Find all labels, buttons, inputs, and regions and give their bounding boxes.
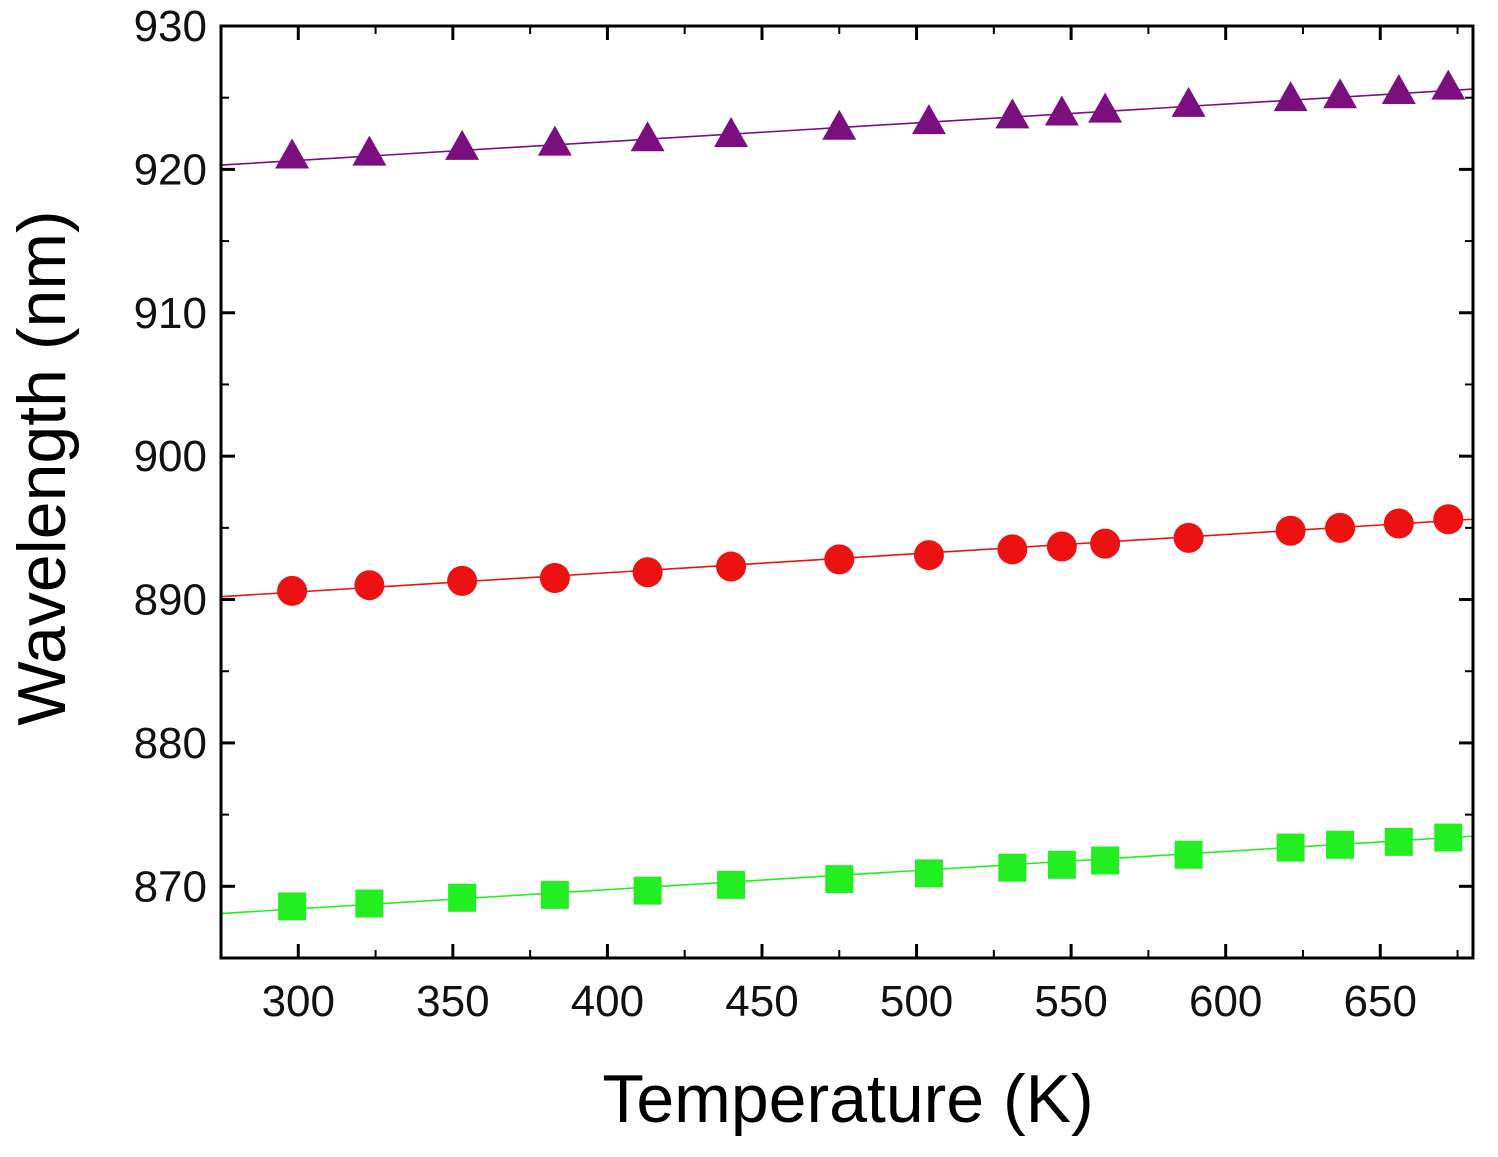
triangle-data-point [630, 121, 665, 152]
square-data-point [1384, 827, 1413, 856]
circle-data-point [913, 540, 944, 571]
square-data-point [1276, 833, 1305, 862]
square-data-point [998, 853, 1027, 882]
square-data-point [448, 883, 477, 912]
triangle-data-point [911, 104, 946, 135]
triangle-data-point [1381, 73, 1416, 104]
triangle-data-point [537, 125, 572, 156]
triangle-data-point [1088, 92, 1123, 123]
square-data-point [633, 876, 662, 905]
x-tick-label: 350 [416, 977, 489, 1026]
square-data-point [1047, 850, 1076, 879]
square-data-point [278, 892, 307, 921]
circle-data-point [539, 563, 570, 594]
square-data-point [825, 865, 854, 894]
triangle-data-point [714, 116, 749, 147]
x-tick-label: 650 [1344, 977, 1417, 1026]
triangle-data-point [1273, 81, 1308, 112]
x-axis-title: Temperature (K) [602, 1061, 1093, 1137]
axis-ticks [220, 24, 1473, 958]
fit-lines [220, 88, 1474, 915]
y-tick-label: 900 [134, 432, 207, 481]
triangle-data-point [1323, 78, 1358, 109]
square-data-point [1174, 840, 1203, 869]
circle-data-point [1325, 512, 1356, 543]
x-tick-label: 300 [262, 977, 335, 1026]
y-tick-label: 920 [134, 145, 207, 194]
circle-data-point [716, 551, 747, 582]
circle-data-point [1046, 531, 1077, 562]
y-tick-label: 880 [134, 719, 207, 768]
circle-data-point [1433, 504, 1464, 535]
triangle-data-point [445, 129, 480, 160]
y-tick-label: 930 [134, 2, 207, 51]
plot-frame [219, 24, 1475, 960]
x-tick-label: 550 [1034, 977, 1107, 1026]
square-data-point [1434, 823, 1463, 852]
y-tick-label: 910 [134, 289, 207, 338]
circle-data-point [997, 534, 1028, 565]
square-data-point [355, 889, 384, 918]
x-tick-label: 500 [880, 977, 953, 1026]
square-data-point [914, 859, 943, 888]
x-tick-label: 400 [571, 977, 644, 1026]
triangle-data-point [1431, 69, 1466, 100]
triangle-data-point [995, 98, 1030, 129]
circle-data-point [632, 557, 663, 588]
square-data-point [1091, 846, 1120, 875]
tick-labels: 300 350 400 450 500 550 600 650 870 880 890 900 910 9… [134, 2, 1417, 1026]
x-tick-label: 600 [1189, 977, 1262, 1026]
circle-data-point [824, 544, 855, 575]
y-tick-label: 890 [134, 576, 207, 625]
circle-data-point [1275, 515, 1306, 546]
square-data-point [717, 870, 746, 899]
triangle-data-point [1171, 86, 1206, 117]
circle-data-point [277, 575, 308, 606]
circle-data-point [1090, 528, 1121, 559]
circle-data-point [354, 570, 385, 601]
triangle-data-point [275, 138, 310, 169]
y-tick-label: 870 [134, 862, 207, 911]
square-data-point [1326, 830, 1355, 859]
circle-data-point [447, 565, 478, 596]
x-tick-label: 450 [725, 977, 798, 1026]
y-axis-title: Wavelength (nm) [4, 210, 80, 725]
triangle-data-point [1044, 95, 1079, 126]
triangle-data-point [352, 135, 387, 166]
circle-data-point [1383, 508, 1414, 539]
data-marks [275, 69, 1466, 921]
circle-data-point [1173, 522, 1204, 553]
square-data-point [540, 880, 569, 909]
triangle-data-point [822, 109, 857, 140]
